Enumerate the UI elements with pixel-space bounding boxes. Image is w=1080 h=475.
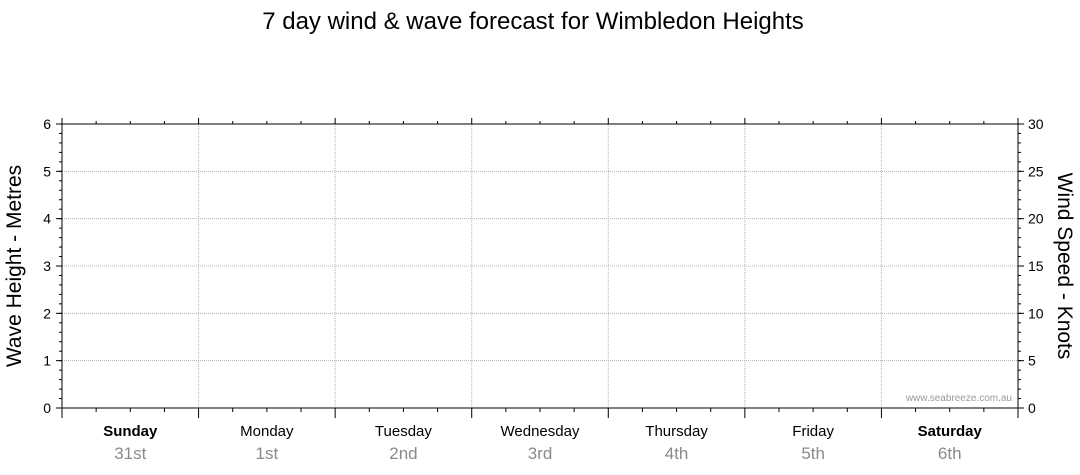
day-date-label: 31st <box>114 444 146 463</box>
right-tick-label: 5 <box>1028 353 1036 369</box>
day-date-label: 5th <box>801 444 825 463</box>
day-date-label: 1st <box>256 444 279 463</box>
day-name-label: Tuesday <box>375 423 432 440</box>
left-axis-title: Wave Height - Metres <box>3 165 26 367</box>
right-axis-title: Wind Speed - Knots <box>1053 173 1076 360</box>
left-axis-tick-labels: 0 1 2 3 4 5 6 <box>43 116 51 416</box>
day-labels: Sunday 31st Monday 1st Tuesday 2nd Wednesday 3r… <box>103 423 982 463</box>
right-tick-label: 15 <box>1028 258 1044 274</box>
watermark: www.seabreeze.com.au <box>905 393 1012 404</box>
day-name-label: Thursday <box>645 423 708 440</box>
left-tick-label: 3 <box>43 258 51 274</box>
left-tick-label: 0 <box>43 400 51 416</box>
day-name-label: Wednesday <box>501 423 580 440</box>
right-tick-label: 0 <box>1028 400 1036 416</box>
day-date-label: 4th <box>665 444 689 463</box>
left-tick-label: 5 <box>43 163 51 179</box>
day-date-label: 6th <box>938 444 962 463</box>
right-tick-label: 25 <box>1028 163 1044 179</box>
day-name-label: Monday <box>240 423 294 440</box>
day-date-label: 2nd <box>389 444 417 463</box>
left-tick-label: 4 <box>43 211 51 227</box>
left-tick-label: 1 <box>43 353 51 369</box>
right-tick-label: 20 <box>1028 211 1044 227</box>
day-name-label: Saturday <box>918 423 983 440</box>
axis-ticks <box>56 118 1024 418</box>
day-name-label: Sunday <box>103 423 158 440</box>
right-axis-tick-labels: 0 5 10 15 20 25 30 <box>1028 116 1044 416</box>
day-date-label: 3rd <box>528 444 553 463</box>
chart-title: 7 day wind & wave forecast for Wimbledon… <box>262 8 804 35</box>
left-tick-label: 2 <box>43 305 51 321</box>
right-tick-label: 30 <box>1028 116 1044 132</box>
right-tick-label: 10 <box>1028 305 1044 321</box>
day-name-label: Friday <box>792 423 834 440</box>
grid-lines <box>62 124 1018 408</box>
left-tick-label: 6 <box>43 116 51 132</box>
